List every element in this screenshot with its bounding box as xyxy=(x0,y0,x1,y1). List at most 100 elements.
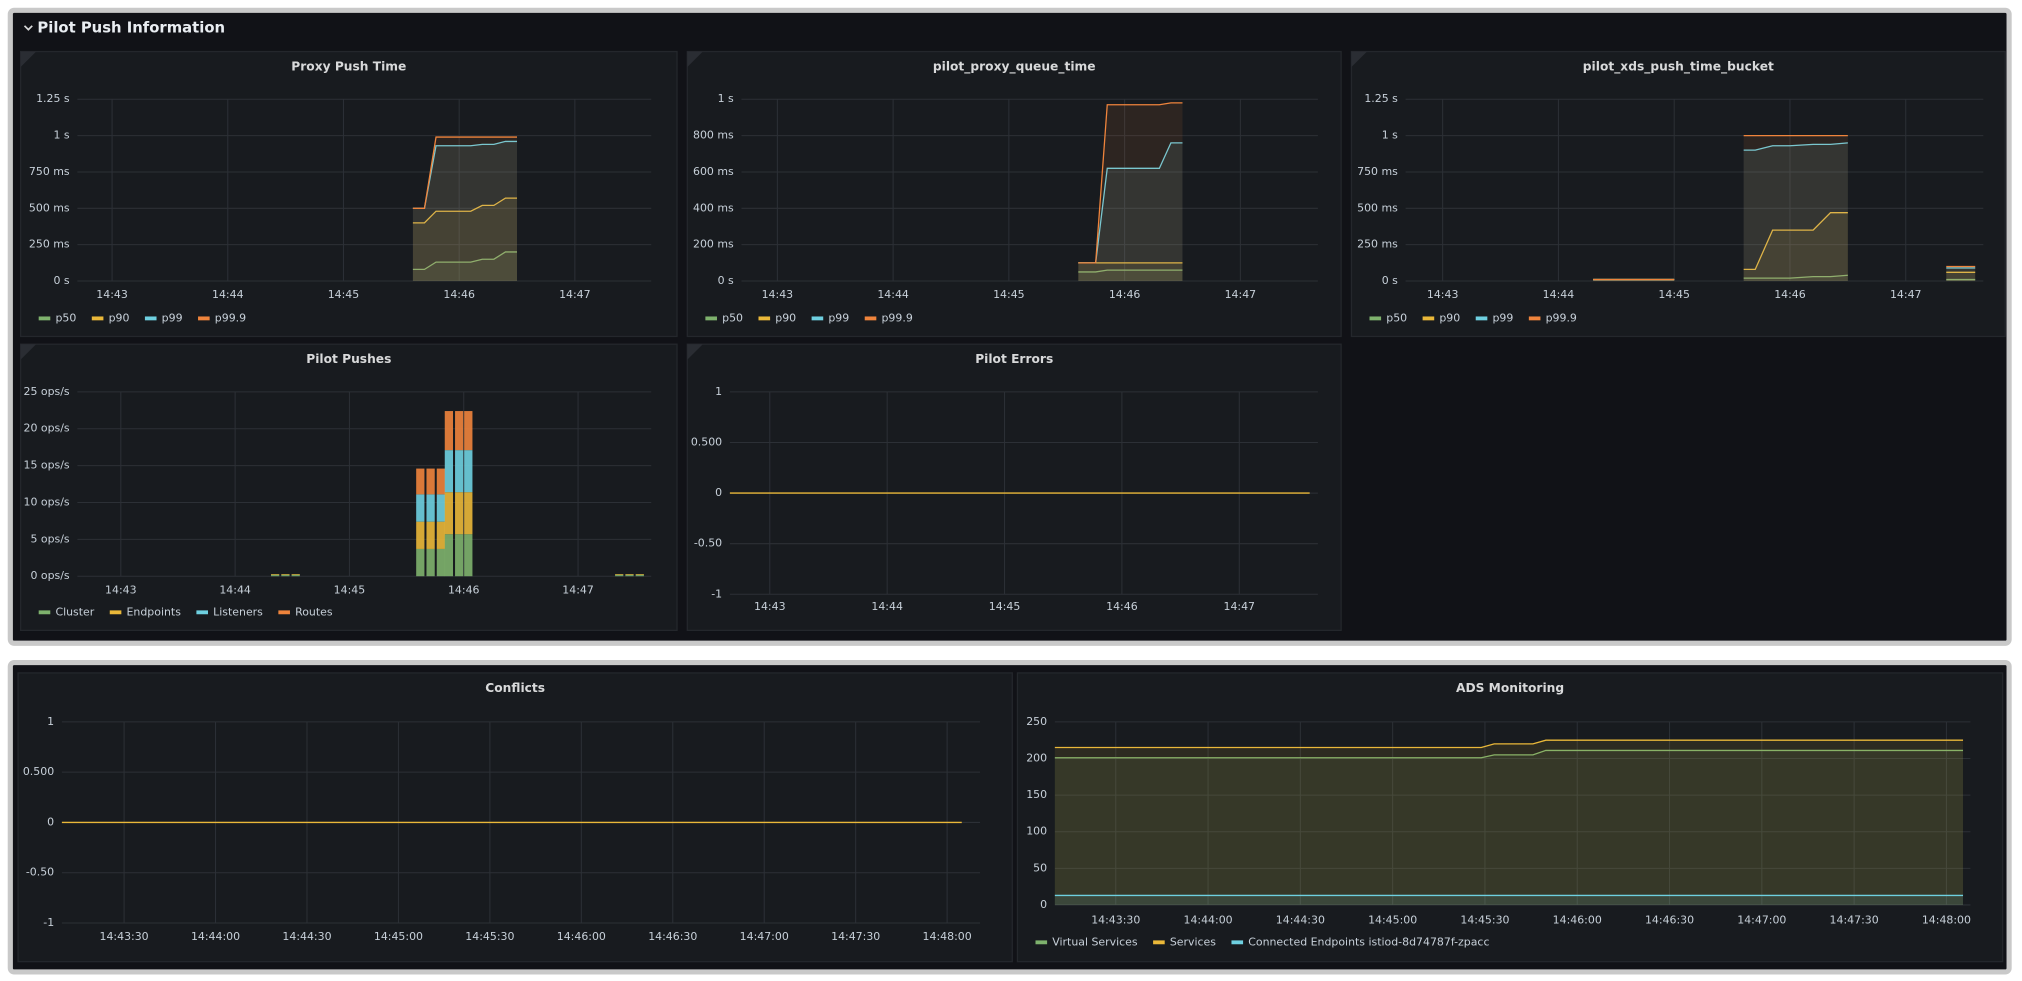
panel-title: Pilot Pushes xyxy=(306,352,391,366)
legend-swatch xyxy=(1035,940,1048,945)
x-tick-label: 14:48:00 xyxy=(923,930,972,943)
y-tick-label: -0.50 xyxy=(694,537,722,550)
y-tick-label: 750 ms xyxy=(1357,165,1398,178)
y-tick-label: 1.25 s xyxy=(36,92,70,105)
x-tick-label: 14:45 xyxy=(328,288,360,301)
y-tick-label: 0 xyxy=(47,815,54,828)
x-tick-label: 14:47 xyxy=(1225,288,1257,301)
panel-title: Proxy Push Time xyxy=(291,60,406,74)
panel xyxy=(686,343,1342,632)
legend-swatch xyxy=(1528,316,1541,321)
y-tick-label: 150 xyxy=(1026,788,1047,801)
x-tick-label: 14:44 xyxy=(1543,288,1575,301)
legend-swatch xyxy=(198,316,210,321)
bar-segment xyxy=(444,534,454,577)
x-tick-label: 14:44:30 xyxy=(1276,913,1325,926)
bar-segment xyxy=(436,468,446,495)
legend-swatch xyxy=(1231,940,1244,945)
bar-segment xyxy=(416,468,425,495)
bar-segment xyxy=(281,574,290,577)
legend-swatch xyxy=(196,610,209,615)
row-chevron[interactable] xyxy=(23,25,33,31)
panel xyxy=(17,672,1013,963)
y-tick-label: 500 ms xyxy=(1357,201,1398,214)
row-title[interactable]: Pilot Push Information xyxy=(37,19,225,36)
info-corner xyxy=(687,51,703,68)
legend-label: Connected Endpoints istiod-8d74787f-zpac… xyxy=(1248,935,1489,948)
legend-label: p99.9 xyxy=(215,311,246,324)
series-area xyxy=(1593,142,1976,282)
x-tick-label: 14:44 xyxy=(871,600,903,613)
bar-segment xyxy=(464,450,473,493)
x-tick-label: 14:43 xyxy=(762,288,794,301)
x-tick-label: 14:47 xyxy=(1224,600,1256,613)
x-tick-label: 14:45:30 xyxy=(1460,913,1509,926)
legend-swatch xyxy=(278,610,290,615)
legend-label: Endpoints xyxy=(127,605,182,618)
y-tick-label: 100 xyxy=(1026,825,1047,838)
bar-segment xyxy=(444,492,454,535)
y-tick-label: 0.500 xyxy=(23,765,54,778)
x-tick-label: 14:44 xyxy=(877,288,909,301)
series-area xyxy=(412,141,518,282)
y-tick-label: 15 ops/s xyxy=(24,459,70,472)
legend-label: Virtual Services xyxy=(1052,935,1138,948)
series-line xyxy=(1078,269,1183,273)
bar-segment xyxy=(291,574,300,575)
bar-segment xyxy=(615,574,624,577)
series-area xyxy=(1078,142,1183,282)
bar-segment xyxy=(426,468,435,495)
y-tick-label: 0 s xyxy=(53,274,69,287)
bar-segment xyxy=(416,521,425,549)
y-tick-label: 250 ms xyxy=(1357,238,1398,251)
y-tick-label: 5 ops/s xyxy=(30,532,69,545)
y-tick-label: 0 xyxy=(1040,898,1047,911)
x-tick-label: 14:46 xyxy=(448,583,480,596)
legend-label: Routes xyxy=(295,605,333,618)
legend-label: p50 xyxy=(55,311,76,324)
legend-label: p50 xyxy=(1386,311,1407,324)
bar-segment xyxy=(635,574,644,575)
x-tick-label: 14:47 xyxy=(559,288,591,301)
legend-swatch xyxy=(109,610,122,615)
y-tick-label: -1 xyxy=(43,916,54,929)
y-tick-label: 1 s xyxy=(1382,129,1398,142)
x-tick-label: 14:48:00 xyxy=(1922,913,1971,926)
x-tick-label: 14:43 xyxy=(754,600,786,613)
x-tick-label: 14:46 xyxy=(443,288,475,301)
x-tick-label: 14:46:00 xyxy=(1553,913,1602,926)
legend-swatch xyxy=(1153,940,1165,945)
y-tick-label: 0.500 xyxy=(691,435,722,448)
info-corner xyxy=(20,344,37,360)
x-tick-label: 14:46 xyxy=(1109,288,1141,301)
y-tick-label: 1.25 s xyxy=(1364,92,1398,105)
legend-label: p90 xyxy=(775,311,796,324)
series-area xyxy=(1078,262,1183,282)
x-tick-label: 14:44:30 xyxy=(282,930,331,943)
series-line xyxy=(412,136,518,209)
info-corner xyxy=(20,51,37,68)
info-corner xyxy=(687,344,703,360)
panel-title: Conflicts xyxy=(485,681,545,695)
x-tick-label: 14:44 xyxy=(212,288,244,301)
y-tick-label: 400 ms xyxy=(693,201,734,214)
y-tick-label: 800 ms xyxy=(693,129,734,142)
bar-segment xyxy=(455,492,464,535)
series-area xyxy=(1054,750,1964,905)
series-line xyxy=(1078,102,1183,264)
bar-segment xyxy=(455,450,464,493)
x-tick-label: 14:43 xyxy=(96,288,128,301)
x-tick-label: 14:45 xyxy=(993,288,1025,301)
bar-segment xyxy=(281,574,290,575)
x-tick-label: 14:46:30 xyxy=(648,930,697,943)
x-tick-label: 14:45:30 xyxy=(465,930,514,943)
legend-swatch xyxy=(705,316,717,321)
y-tick-label: 200 xyxy=(1026,752,1047,765)
series-line xyxy=(412,140,518,209)
legend-swatch xyxy=(1369,316,1382,321)
bar-segment xyxy=(436,521,446,549)
x-tick-label: 14:45 xyxy=(989,600,1021,613)
bar-segment xyxy=(625,574,634,577)
x-tick-label: 14:47:30 xyxy=(831,930,880,943)
